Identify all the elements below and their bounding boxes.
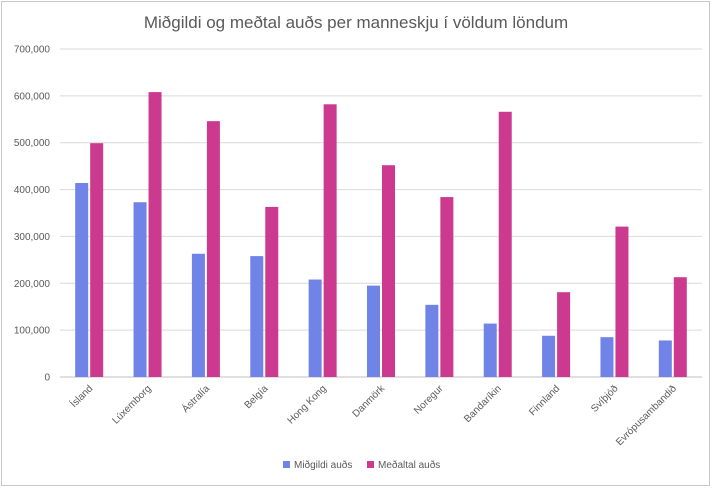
x-category-label: Belgía [243, 383, 271, 411]
bar-mean [148, 92, 162, 377]
bar-median [133, 202, 147, 377]
y-tick-label: 500,000 [14, 138, 51, 149]
bar-mean [90, 143, 104, 377]
legend: Miðgildi auðs Meðaltal auðs [283, 459, 440, 471]
y-tick-label: 0 [44, 373, 50, 384]
bar-mean [498, 111, 512, 377]
y-tick-label: 300,000 [14, 232, 51, 243]
x-category-label: Noregur [412, 383, 446, 417]
bar-mean [323, 104, 337, 377]
bar-median [308, 279, 322, 377]
bar-mean [265, 206, 279, 377]
bar-median [600, 337, 614, 377]
bars [75, 92, 687, 377]
bar-median [75, 183, 89, 377]
bar-median [191, 253, 205, 377]
bar-mean [557, 292, 571, 377]
bar-mean [382, 165, 395, 377]
bar-mean [206, 121, 220, 377]
legend-label-mean: Meðaltal auðs [378, 459, 440, 471]
bar-median [658, 340, 672, 377]
y-tick-label: 400,000 [14, 185, 51, 196]
bar-median [250, 256, 264, 377]
bar-median [367, 285, 380, 377]
legend-swatch-mean [367, 461, 374, 468]
y-tick-label: 700,000 [14, 45, 51, 56]
bar-mean [440, 197, 454, 377]
y-tick-label: 200,000 [14, 279, 51, 290]
x-category-label: Danmörk [351, 383, 388, 420]
x-category-label: Lúxemborg [111, 383, 154, 426]
chart-title: Miðgildi og meðtal auðs per manneskju í … [144, 13, 568, 32]
x-category-label: Evrópusambandið [613, 382, 679, 448]
y-axis-ticks: 0 100,000 200,000 300,000 400,000 500,000 600,… [14, 45, 51, 384]
gridlines [60, 48, 702, 378]
bar-mean [615, 226, 629, 377]
bar-median [483, 323, 497, 377]
x-axis-labels: Ísland Lúxemborg Ástralía Belgía Hong Kong Da… [67, 382, 679, 448]
bar-median [542, 335, 556, 377]
x-category-label: Ástralía [179, 382, 212, 415]
x-category-label: Finnland [527, 383, 562, 418]
x-category-label: Hong Kong [286, 383, 329, 426]
legend-swatch-median [283, 461, 290, 468]
x-category-label: Bandaríkin [462, 383, 504, 425]
x-category-label: Svíþjóð [589, 382, 621, 414]
y-tick-label: 600,000 [14, 91, 51, 102]
bar-mean [673, 277, 687, 377]
x-category-label: Ísland [67, 382, 95, 410]
legend-label-median: Miðgildi auðs [294, 459, 352, 471]
y-tick-label: 100,000 [14, 326, 51, 337]
bar-median [425, 304, 439, 377]
